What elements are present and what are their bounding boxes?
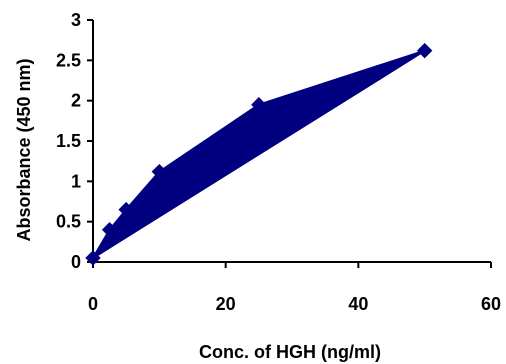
y-tick-label: 3 (71, 10, 81, 30)
data-point-marker (151, 163, 168, 180)
x-tick-label: 20 (216, 294, 236, 314)
y-axis-title: Absorbance (450 nm) (14, 58, 34, 241)
axes (92, 20, 491, 263)
y-tick-label: 0 (71, 252, 81, 272)
x-axis-title: Conc. of HGH (ng/ml) (199, 342, 381, 362)
data-point-marker (251, 96, 267, 113)
data-markers (85, 42, 433, 266)
data-point-marker (118, 201, 134, 218)
y-tick-label: 2 (71, 91, 81, 111)
y-tick-label: 0.5 (56, 212, 81, 232)
ticks: 0 0.5 1 1.5 2 2.5 3 0 20 40 60 (56, 10, 501, 314)
x-tick-label: 60 (481, 294, 501, 314)
plot-area (92, 49, 426, 259)
y-tick-label: 1.5 (56, 131, 81, 151)
x-tick-label: 40 (348, 294, 368, 314)
y-tick-label: 1 (71, 171, 81, 191)
y-tick-label: 2.5 (56, 50, 81, 70)
x-tick-label: 0 (88, 294, 98, 314)
series-area (92, 49, 426, 259)
data-point-marker (101, 222, 118, 238)
data-point-marker (85, 250, 101, 266)
data-point-marker (416, 42, 433, 59)
